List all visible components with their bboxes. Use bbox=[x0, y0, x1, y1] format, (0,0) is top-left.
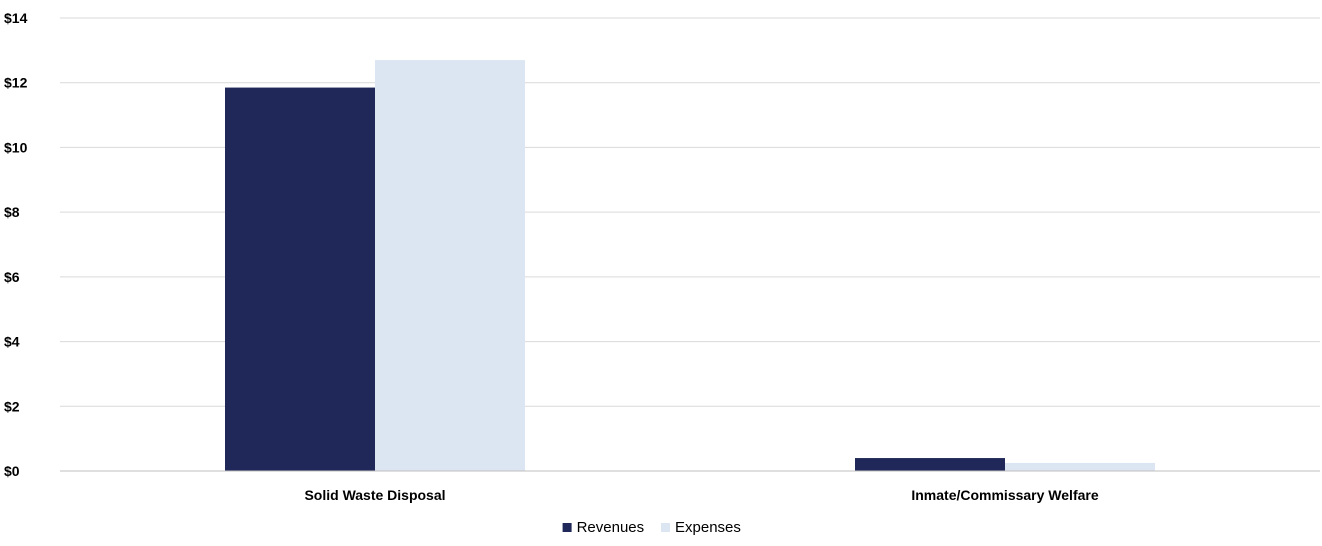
legend-label: Revenues bbox=[577, 519, 645, 536]
y-tick-label: $8 bbox=[4, 204, 20, 220]
y-axis-ticks: $0 $2 $4 $6 $8 $10 $12 $14 bbox=[4, 10, 28, 479]
y-tick-label: $6 bbox=[4, 269, 20, 285]
legend-item-expenses: Expenses bbox=[661, 519, 741, 536]
y-tick-label: $0 bbox=[4, 463, 20, 479]
bar-expenses-1 bbox=[375, 60, 525, 471]
bar-revenues-2 bbox=[855, 458, 1005, 471]
y-tick-label: $10 bbox=[4, 139, 28, 155]
legend-item-revenues: Revenues bbox=[563, 519, 645, 536]
y-tick-label: $2 bbox=[4, 398, 20, 414]
y-tick-label: $14 bbox=[4, 10, 28, 26]
legend-swatch bbox=[563, 523, 572, 532]
x-axis-category-labels: Solid Waste Disposal Inmate/Commissary We… bbox=[304, 487, 1098, 503]
x-category-label: Inmate/Commissary Welfare bbox=[911, 487, 1098, 503]
y-tick-label: $12 bbox=[4, 75, 28, 91]
bar-expenses-2 bbox=[1005, 463, 1155, 471]
bar-revenues-1 bbox=[225, 88, 375, 471]
legend-label: Expenses bbox=[675, 519, 741, 536]
y-tick-label: $4 bbox=[4, 334, 20, 350]
legend-swatch bbox=[661, 523, 670, 532]
x-category-label: Solid Waste Disposal bbox=[304, 487, 445, 503]
bars bbox=[225, 60, 1155, 471]
legend: Revenues Expenses bbox=[563, 519, 741, 536]
